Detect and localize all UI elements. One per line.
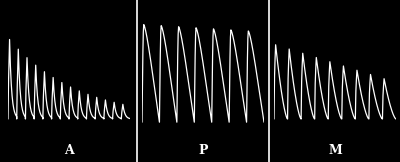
- Text: P: P: [198, 144, 208, 157]
- Text: M: M: [328, 144, 342, 157]
- Text: A: A: [64, 144, 74, 157]
